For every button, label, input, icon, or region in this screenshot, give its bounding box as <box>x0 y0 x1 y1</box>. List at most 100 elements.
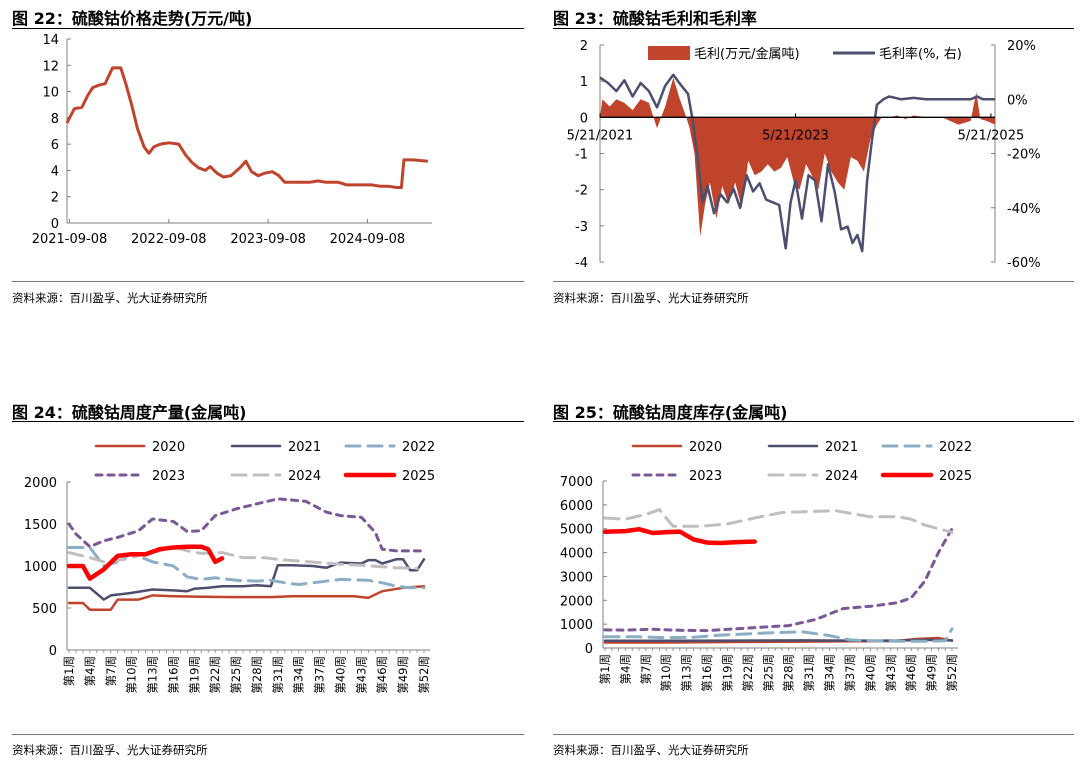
legend-label-2025: 2025 <box>939 469 972 484</box>
x-tick-label: 第31周 <box>802 654 816 692</box>
y-tick-label: 4000 <box>560 547 593 562</box>
x-tick-label: 5/21/2025 <box>958 128 1025 143</box>
x-tick-label: 第43周 <box>354 656 368 694</box>
x-tick-label: 2021-09-08 <box>32 232 108 247</box>
x-tick-label: 2022-09-08 <box>131 232 207 247</box>
y-tick-label: -2 <box>575 184 588 199</box>
figure-22-title: 图 22：硫酸钴价格走势(万元/吨) <box>12 9 253 28</box>
x-tick-label: 第16周 <box>700 654 714 692</box>
series-line-2021 <box>67 558 426 601</box>
x-tick-label: 第19周 <box>721 654 735 692</box>
x-tick-label: 第7周 <box>639 654 653 684</box>
y-tick-label: 1000 <box>24 560 57 575</box>
y-tick-label: 4 <box>51 164 59 179</box>
x-tick-label: 第22周 <box>208 656 222 694</box>
x-tick-label: 第1周 <box>62 656 76 686</box>
figure-22-chart: 0 2 4 6 8 10 12 14 2021-09-08 2022-09-08 2023-09-0… <box>32 33 432 247</box>
series-line-2025 <box>66 544 225 581</box>
x-tick-label: 第16周 <box>166 656 180 694</box>
y-tick-label: -4 <box>575 256 588 271</box>
figure-23-title-rule <box>553 28 1074 29</box>
y-tick-label: 0 <box>51 217 59 232</box>
y-tick-label: 6000 <box>560 499 593 514</box>
x-tick-label: 第19周 <box>187 656 201 694</box>
figure-23-bottom-rule <box>553 281 1074 282</box>
x-tick-label: 第40周 <box>334 656 348 694</box>
figure-25-source: 资料来源：百川盈孚、光大证券研究所 <box>553 743 749 757</box>
x-tick-label: 第28周 <box>250 656 264 694</box>
legend-label-2023: 2023 <box>152 469 185 484</box>
series-line-2024 <box>603 508 954 534</box>
legend-label-2021: 2021 <box>825 440 858 455</box>
figure-23-panel: 图 23：硫酸钴毛利和毛利率 -4 -3 -2 -1 0 1 2 20% 0% -20% -40% -… <box>553 0 1074 320</box>
legend-label-2025: 2025 <box>402 469 435 484</box>
y-tick-label: 12 <box>42 59 59 74</box>
x-tick-label: 第49周 <box>396 656 410 694</box>
figure-25-bottom-rule <box>553 734 1074 735</box>
figure-22-source: 资料来源：百川盈孚、光大证券研究所 <box>12 291 208 305</box>
x-tick-label: 第7周 <box>104 656 118 686</box>
y-tick-label: 14 <box>42 33 59 48</box>
x-tick-label: 第13周 <box>146 656 160 694</box>
price-line <box>65 66 429 189</box>
y-tick-label: 1 <box>580 75 588 90</box>
x-tick-label: 第31周 <box>271 656 285 694</box>
figure-24-title-rule <box>12 421 524 422</box>
y-tick-label: 6 <box>51 138 59 153</box>
y-tick-label: 3000 <box>560 570 593 585</box>
y-tick-label: 10 <box>42 86 59 101</box>
gross-margin-line <box>599 73 995 253</box>
x-tick-label: 2024-09-08 <box>330 232 406 247</box>
x-tick-label: 第13周 <box>680 654 694 692</box>
y-tick-label: 2000 <box>560 594 593 609</box>
x-tick-label: 2023-09-08 <box>230 232 306 247</box>
y-tick-label: -1 <box>575 148 588 163</box>
series-line-2025 <box>602 526 757 546</box>
figure-25-title-rule <box>553 421 1074 422</box>
figure-24-source: 资料来源：百川盈孚、光大证券研究所 <box>12 743 208 757</box>
figure-24-bottom-rule <box>12 734 524 735</box>
figure-25-title: 图 25：硫酸钴周度库存(金属吨) <box>553 403 788 422</box>
y-tick-label: 2 <box>580 39 588 54</box>
y-tick-label: 2 <box>51 191 59 206</box>
x-tick-label: 第4周 <box>618 654 632 684</box>
figure-22-bottom-rule <box>12 281 524 282</box>
series-line-2022 <box>603 627 954 643</box>
x-tick-label: 第37周 <box>313 656 327 694</box>
figure-23-source: 资料来源：百川盈孚、光大证券研究所 <box>553 291 749 305</box>
legend-label-2021: 2021 <box>288 440 321 455</box>
legend-swatch-gross-profit <box>648 46 690 60</box>
y2-tick-label: 20% <box>1007 39 1036 54</box>
legend-label-2023: 2023 <box>689 469 722 484</box>
figure-22-panel: 图 22：硫酸钴价格走势(万元/吨) 0 2 4 6 8 10 12 14 2021-09-08… <box>12 0 524 320</box>
y-tick-label: 2000 <box>24 476 57 491</box>
y2-tick-label: -60% <box>1007 256 1041 271</box>
x-tick-label: 第28周 <box>782 654 796 692</box>
x-tick-label: 第46周 <box>375 656 389 694</box>
legend-label-gross-margin: 毛利率(%, 右) <box>879 46 962 62</box>
figure-24-chart: 0 500 1000 1500 2000 第1周 第4周 第7周 第10周 第13周 第16周 第19… <box>24 440 435 694</box>
y-tick-label: 8 <box>51 112 59 127</box>
y-tick-label: 0 <box>585 642 593 657</box>
series-line-2020 <box>67 584 426 611</box>
figure-25-panel: 图 25：硫酸钴周度库存(金属吨) 0 1000 2000 3000 4000 5000 6… <box>553 395 1074 761</box>
legend-label-2024: 2024 <box>288 469 321 484</box>
y2-tick-label: -20% <box>1007 148 1041 163</box>
x-tick-label: 第52周 <box>945 654 959 692</box>
x-tick-label: 第34周 <box>823 654 837 692</box>
y2-tick-label: -40% <box>1007 202 1041 217</box>
y-tick-label: 7000 <box>560 475 593 490</box>
x-tick-label: 5/21/2023 <box>762 128 829 143</box>
x-tick-label: 第10周 <box>659 654 673 692</box>
y-tick-label: 0 <box>49 644 57 659</box>
figure-24-panel: 图 24：硫酸钴周度产量(金属吨) 0 500 1000 1500 2000 第1周 第4周… <box>12 395 524 761</box>
y2-tick-label: 0% <box>1007 93 1028 108</box>
x-tick-label: 第25周 <box>761 654 775 692</box>
series-line-2022 <box>67 546 426 590</box>
y-tick-label: 1000 <box>560 618 593 633</box>
y-tick-label: -3 <box>575 220 588 235</box>
x-tick-label: 第34周 <box>292 656 306 694</box>
y-tick-label: 1500 <box>24 518 57 533</box>
legend-label-2022: 2022 <box>939 440 972 455</box>
